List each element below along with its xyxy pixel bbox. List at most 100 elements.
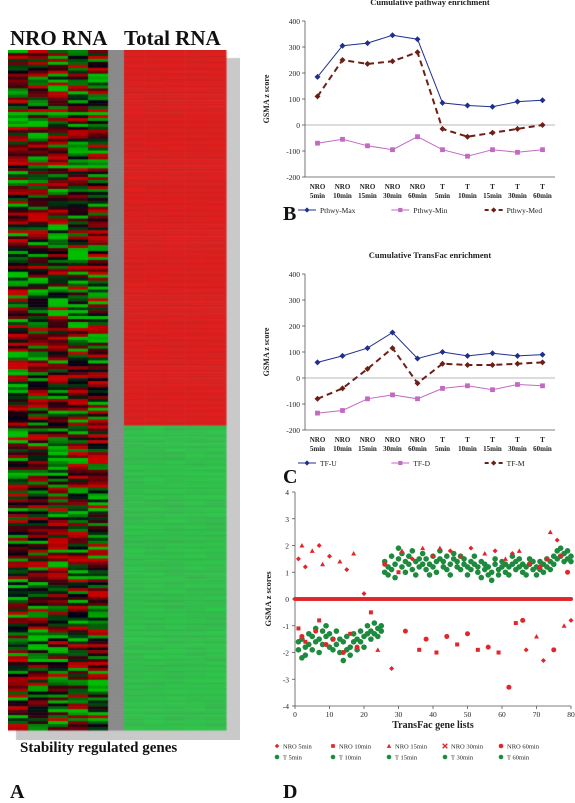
y-tick-label: 4 — [285, 488, 289, 497]
data-point — [439, 360, 446, 367]
series-line — [317, 383, 543, 414]
legend-label: Pthwy-Max — [320, 206, 356, 215]
x-tick-label-group: NRO — [335, 183, 351, 191]
data-point — [458, 553, 464, 559]
data-point — [439, 99, 446, 106]
data-point — [333, 628, 340, 634]
data-point — [295, 556, 301, 562]
x-tick-label-time: 10min — [458, 192, 477, 200]
data-point — [323, 622, 329, 629]
data-point — [488, 577, 495, 584]
data-point — [509, 551, 515, 557]
x-tick-label: 30 — [395, 710, 403, 719]
x-tick-label-group: NRO — [410, 436, 426, 444]
data-point — [388, 553, 395, 559]
x-tick-label-time: 60min — [533, 445, 552, 453]
data-point — [516, 556, 523, 562]
data-point — [406, 561, 412, 568]
data-point — [375, 647, 381, 652]
x-tick-label-time: 30min — [508, 445, 527, 453]
data-point — [357, 628, 364, 634]
legend-marker — [330, 754, 336, 760]
y-tick-label: -200 — [286, 173, 300, 182]
data-point — [316, 649, 322, 656]
data-point — [330, 647, 336, 653]
data-point — [309, 647, 316, 653]
legend-label: TF-M — [507, 459, 525, 468]
data-point — [395, 556, 402, 562]
data-point — [550, 561, 557, 568]
data-point — [468, 566, 474, 573]
data-point — [509, 553, 516, 559]
x-axis-label: TransFac gene lists — [392, 720, 474, 731]
data-point — [516, 548, 522, 553]
data-point — [489, 103, 496, 110]
data-point — [309, 633, 316, 640]
data-point — [489, 129, 496, 136]
data-point — [313, 628, 319, 634]
x-tick-label-time: 5min — [310, 192, 325, 200]
x-tick-label-time: 30min — [383, 445, 402, 453]
data-point — [433, 569, 440, 576]
data-point — [423, 636, 429, 642]
y-tick-label: -3 — [283, 675, 289, 684]
data-point — [547, 529, 553, 535]
data-point — [319, 628, 326, 634]
data-point — [409, 548, 416, 554]
y-tick-label: 0 — [296, 374, 300, 383]
data-point — [492, 556, 498, 562]
data-point — [423, 566, 429, 573]
data-point — [302, 564, 308, 570]
data-point — [489, 362, 496, 368]
legend-label: T 15min — [395, 755, 418, 762]
data-point — [340, 657, 347, 664]
zero-point — [569, 597, 573, 601]
data-point — [357, 639, 364, 645]
x-tick-label: 80 — [567, 710, 575, 719]
data-point — [527, 562, 532, 567]
data-point — [392, 574, 398, 581]
total-rna-label: Total RNA — [124, 26, 221, 50]
data-point — [515, 149, 520, 155]
data-point — [361, 591, 367, 597]
x-tick-label-time: 15min — [358, 192, 377, 200]
legend-label: TF-U — [320, 459, 337, 468]
legend-label: NRO 5min — [283, 744, 312, 751]
data-point — [339, 57, 346, 63]
data-point — [430, 553, 436, 559]
data-point — [502, 556, 508, 561]
data-point — [303, 639, 308, 644]
data-point — [364, 60, 371, 67]
y-tick-label: 3 — [285, 515, 289, 524]
data-point — [564, 548, 571, 554]
legend-marker — [331, 744, 335, 748]
data-point — [306, 641, 312, 648]
data-point — [514, 125, 521, 132]
data-point — [547, 566, 554, 573]
x-tick-label-group: NRO — [310, 436, 326, 444]
data-point — [523, 572, 529, 578]
data-point — [296, 626, 301, 631]
legend-marker — [274, 743, 280, 749]
data-point — [557, 545, 564, 551]
panel-letter-d: D — [283, 781, 298, 803]
data-point — [419, 561, 426, 568]
legend-label: T 30min — [451, 755, 474, 762]
data-point — [348, 631, 353, 636]
x-tick-label: 10 — [326, 710, 334, 719]
data-point — [544, 556, 549, 561]
data-point — [485, 644, 491, 650]
data-point — [523, 647, 529, 653]
data-point — [444, 566, 450, 573]
data-point — [471, 553, 478, 559]
x-tick-label-group: T — [540, 183, 545, 191]
y-axis-label: GSMA z score — [262, 74, 271, 123]
y-tick-label: 400 — [289, 270, 301, 279]
legend-marker — [386, 743, 392, 748]
legend-marker — [442, 754, 448, 760]
y-tick-label: 300 — [289, 43, 301, 52]
chart-pathway-enrichment: Cumulative pathway enrichment GSMA z scor… — [262, 0, 555, 215]
data-point — [299, 543, 305, 548]
data-point — [465, 153, 470, 159]
